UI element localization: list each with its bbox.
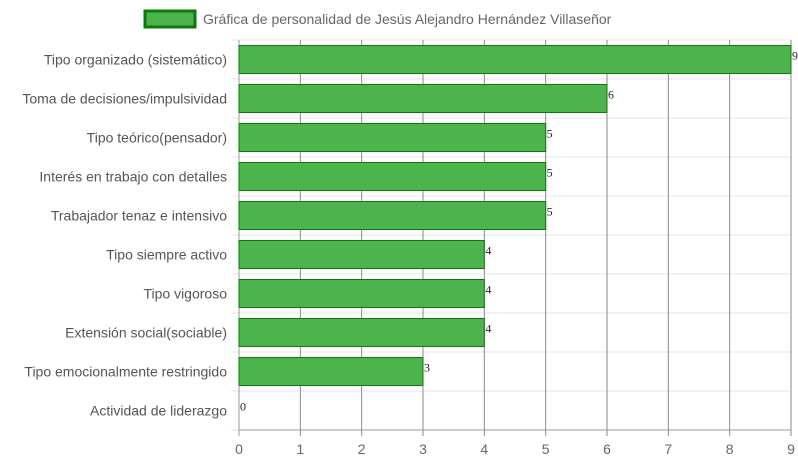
legend-label: Gráfica de personalidad de Jesús Alejand… <box>203 11 612 27</box>
data-label: 4 <box>485 322 491 336</box>
data-label: 5 <box>547 205 553 219</box>
legend-swatch <box>143 9 197 29</box>
category-label: Actividad de liderazgo <box>90 403 227 419</box>
data-label: 0 <box>240 400 246 414</box>
bar[interactable] <box>238 84 608 113</box>
bar[interactable] <box>238 240 485 269</box>
data-label: 5 <box>547 166 553 180</box>
data-label: 9 <box>792 49 798 63</box>
category-label: Trabajador tenaz e intensivo <box>51 208 227 224</box>
bar[interactable] <box>238 318 485 347</box>
x-tick-label: 1 <box>296 441 304 457</box>
data-label: 4 <box>485 283 491 297</box>
x-tick-label: 5 <box>542 441 550 457</box>
x-tick-label: 2 <box>358 441 366 457</box>
data-label: 3 <box>424 361 430 375</box>
bar[interactable] <box>238 201 547 230</box>
bars <box>238 45 792 386</box>
category-label: Tipo organizado (sistemático) <box>44 52 227 68</box>
bar[interactable] <box>238 45 792 74</box>
category-label: Interés en trabajo con detalles <box>39 169 227 185</box>
legend[interactable]: Gráfica de personalidad de Jesús Alejand… <box>143 9 612 29</box>
x-tick-label: 0 <box>235 441 243 457</box>
category-label: Tipo vigoroso <box>143 286 227 302</box>
x-tick-label: 4 <box>480 441 488 457</box>
data-labels: 9 6 5 5 5 4 4 4 3 0 <box>240 49 798 414</box>
x-tick-label: 3 <box>419 441 427 457</box>
category-label: Extensión social(sociable) <box>65 325 227 341</box>
category-label: Tipo teórico(pensador) <box>87 130 227 146</box>
x-tick-label: 6 <box>603 441 611 457</box>
x-tick-label: 9 <box>787 441 795 457</box>
bar[interactable] <box>238 357 424 386</box>
category-label: Toma de decisiones/impulsividad <box>22 91 227 107</box>
data-label: 4 <box>485 244 491 258</box>
x-tick-label: 7 <box>664 441 672 457</box>
x-axis-ticks: 0 1 2 3 4 5 6 7 8 9 <box>235 441 795 457</box>
category-labels: Tipo organizado (sistemático) Toma de dec… <box>22 52 227 419</box>
data-label: 6 <box>608 88 614 102</box>
x-tick-label: 8 <box>726 441 734 457</box>
bar[interactable] <box>238 279 485 308</box>
bar[interactable] <box>238 123 547 152</box>
category-label: Tipo emocionalmente restringido <box>24 364 227 380</box>
bar[interactable] <box>238 162 547 191</box>
category-label: Tipo siempre activo <box>106 247 227 263</box>
data-label: 5 <box>547 127 553 141</box>
